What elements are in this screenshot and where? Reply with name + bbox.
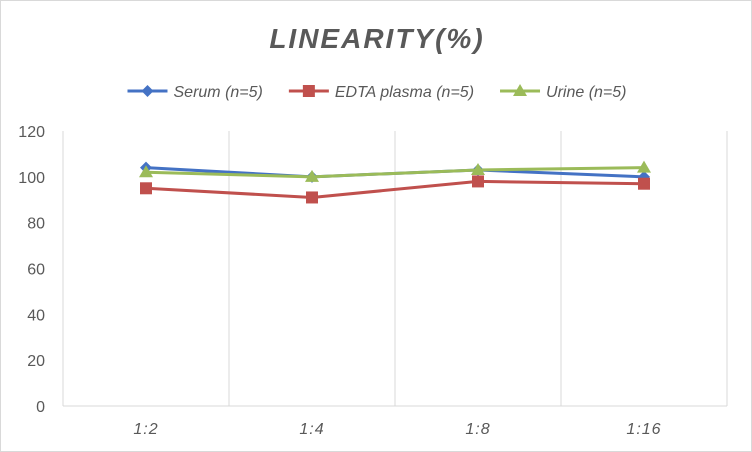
y-tick-label: 80 [27,216,45,233]
x-tick-label: 1:4 [299,421,324,438]
legend-marker [141,85,154,97]
legend-label: Serum (n=5) [173,84,262,101]
series-line [145,166,645,179]
y-tick-label: 120 [18,124,45,141]
x-tick-label: 1:2 [133,421,158,438]
legend-label: Urine (n=5) [546,84,626,101]
y-tick-label: 40 [27,307,45,324]
legend: Serum (n=5) EDTA plasma (n=5) Urine (n=5) [127,84,627,101]
legend-item: EDTA plasma (n=5) [288,84,474,101]
plot-area [139,160,651,204]
y-tick-label: 20 [27,353,45,370]
series-line [145,179,645,199]
chart-title: LINEARITY(%) [269,23,484,54]
y-tick-label: 60 [27,262,45,279]
legend-item: Serum (n=5) [127,84,263,101]
x-tick-label: 1:16 [626,421,661,438]
y-tick-label: 0 [36,399,45,416]
y-tick-label: 100 [18,170,45,187]
data-point [306,191,318,204]
data-point [638,177,650,190]
legend-marker [513,84,528,96]
legend-marker [302,85,315,97]
data-point [140,182,152,195]
legend-item: Urine (n=5) [500,84,627,101]
y-axis: 0 20 40 60 80 100 120 [18,124,45,416]
x-tick-label: 1:8 [465,421,490,438]
data-point [471,162,485,175]
data-point [472,175,484,188]
x-axis: 1:2 1:4 1:8 1:16 [133,421,661,438]
data-point [637,160,651,173]
data-point [139,165,153,178]
grid-lines [62,131,728,407]
legend-label: EDTA plasma (n=5) [335,84,474,101]
data-point [305,169,319,182]
